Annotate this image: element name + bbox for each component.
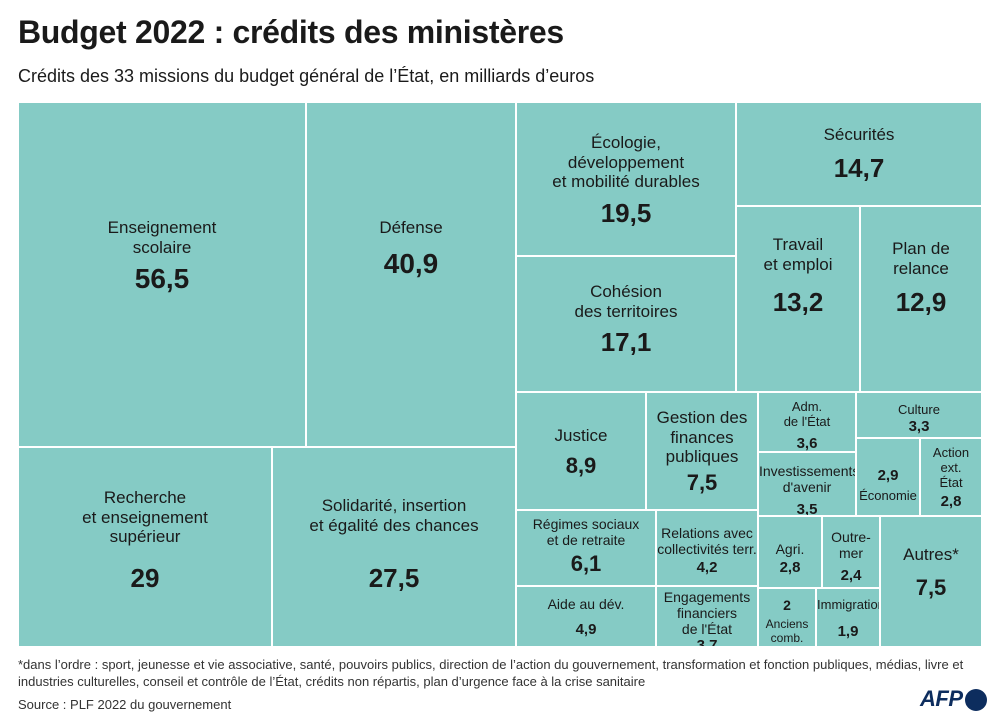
treemap-cell-label: Cohésion des territoires <box>574 282 678 321</box>
treemap-cell: Défense 40,9 <box>306 102 516 447</box>
treemap-cell-value: 19,5 <box>600 198 652 228</box>
chart-title: Budget 2022 : crédits des ministères <box>18 14 564 50</box>
treemap-cell-value: 3,6 <box>796 435 818 452</box>
treemap-cell-label: Autres* <box>903 545 959 564</box>
treemap-cell-label: Culture <box>898 402 940 417</box>
treemap-cell-value: 17,1 <box>600 327 652 357</box>
treemap-cell-label: Investissements d'avenir <box>759 463 856 496</box>
treemap-cell: Économie 2,9 <box>856 438 920 516</box>
afp-logo-dot-icon <box>964 689 987 711</box>
treemap-cell: Anciens comb. 2 <box>758 588 816 647</box>
treemap-cell-value: 40,9 <box>383 248 439 279</box>
treemap-cell-value: 7,5 <box>915 575 947 600</box>
treemap-cell-value: 2,4 <box>840 567 862 584</box>
treemap-cell: Justice 8,9 <box>516 392 646 510</box>
treemap-cell-value: 8,9 <box>565 453 597 478</box>
treemap-cell-label: Économie <box>859 488 917 503</box>
treemap-cell: Recherche et enseignement supérieur 29 <box>18 447 272 647</box>
treemap-cell-label: Sécurités <box>823 125 895 144</box>
afp-logo: AFP <box>920 686 987 712</box>
treemap-cell-label: Adm. de l'État <box>783 399 831 429</box>
treemap-cell-value: 3,7 <box>696 637 718 647</box>
treemap-cell-value: 7,5 <box>686 470 718 495</box>
treemap-cell-value: 1,9 <box>837 623 859 640</box>
treemap-cell: Travail et emploi 13,2 <box>736 206 860 392</box>
treemap-cell: Engagements financiers de l'État 3,7 <box>656 586 758 647</box>
treemap-cell: Adm. de l'État 3,6 <box>758 392 856 452</box>
treemap-cell-label: Solidarité, insertion et égalité des cha… <box>309 496 479 535</box>
treemap-cell-label: Engagements financiers de l'État <box>663 589 751 638</box>
treemap-cell-value: 27,5 <box>368 563 420 593</box>
treemap-cell: Cohésion des territoires 17,1 <box>516 256 736 392</box>
treemap-cell-value: 4,9 <box>575 621 597 638</box>
treemap-cell-label: Agri. <box>775 541 805 557</box>
treemap-cell-value: 4,2 <box>696 559 718 576</box>
treemap-cell: Régimes sociaux et de retraite 6,1 <box>516 510 656 586</box>
treemap-cell: Investissements d'avenir 3,5 <box>758 452 856 516</box>
treemap-cell: Relations avec collectivités terr. 4,2 <box>656 510 758 586</box>
treemap-cell: Aide au dév. 4,9 <box>516 586 656 647</box>
treemap-cell-label: Gestion des finances publiques <box>656 408 748 467</box>
treemap-cell: Outre- mer 2,4 <box>822 516 880 588</box>
treemap-cell-value: 6,1 <box>570 551 602 576</box>
treemap-cell-label: Action ext. État <box>932 445 970 490</box>
treemap-cell-label: Outre- mer <box>831 529 871 562</box>
treemap-cell-label: Enseignement scolaire <box>107 218 217 257</box>
treemap-cell: Enseignement scolaire 56,5 <box>18 102 306 447</box>
treemap-cell-value: 3,5 <box>796 501 818 516</box>
treemap-cell-label: Immigration <box>817 597 880 612</box>
treemap-cell-value: 2 <box>783 597 791 613</box>
treemap-cell-label: Anciens comb. <box>765 617 809 645</box>
treemap-cell: Solidarité, insertion et égalité des cha… <box>272 447 516 647</box>
treemap-cell: Gestion des finances publiques 7,5 <box>646 392 758 510</box>
treemap-cell-label: Justice <box>554 426 608 445</box>
treemap: Enseignement scolaire 56,5 Défense 40,9 Rech… <box>18 102 982 647</box>
treemap-cell: Immigration 1,9 <box>816 588 880 647</box>
treemap-cell-value: 29 <box>130 563 160 593</box>
treemap-cell-value: 12,9 <box>895 287 947 317</box>
treemap-cell-value: 3,3 <box>908 418 930 435</box>
treemap-cell-label: Relations avec collectivités terr. <box>657 525 757 558</box>
treemap-cell-label: Défense <box>379 218 443 237</box>
treemap-cell-value: 13,2 <box>772 287 824 317</box>
treemap-cell-label: Plan de relance <box>892 239 950 278</box>
treemap-cell-label: Aide au dév. <box>547 596 625 612</box>
chart-subtitle: Crédits des 33 missions du budget généra… <box>18 66 595 86</box>
treemap-cell-value: 2,9 <box>877 467 899 484</box>
treemap-cell-label: Travail et emploi <box>763 235 833 274</box>
treemap-cell-label: Écologie, développement et mobilité dura… <box>552 133 700 192</box>
treemap-cell-value: 2,8 <box>940 493 962 510</box>
treemap-cell: Autres* 7,5 <box>880 516 982 647</box>
afp-logo-text: AFP <box>920 686 963 711</box>
treemap-cell-label: Recherche et enseignement supérieur <box>82 488 208 547</box>
treemap-cell: Écologie, développement et mobilité dura… <box>516 102 736 256</box>
treemap-cell: Plan de relance 12,9 <box>860 206 982 392</box>
treemap-cell: Agri. 2,8 <box>758 516 822 588</box>
treemap-cell: Action ext. État 2,8 <box>920 438 982 516</box>
treemap-cell: Culture 3,3 <box>856 392 982 438</box>
treemap-cell-value: 14,7 <box>833 153 885 183</box>
treemap-cell-value: 2,8 <box>779 559 801 576</box>
footnote: *dans l’ordre : sport, jeunesse et vie a… <box>18 657 964 689</box>
source-note: Source : PLF 2022 du gouvernement <box>18 697 232 712</box>
treemap-cell: Sécurités 14,7 <box>736 102 982 206</box>
treemap-cell-label: Régimes sociaux et de retraite <box>532 516 640 549</box>
treemap-cell-value: 56,5 <box>134 263 190 294</box>
